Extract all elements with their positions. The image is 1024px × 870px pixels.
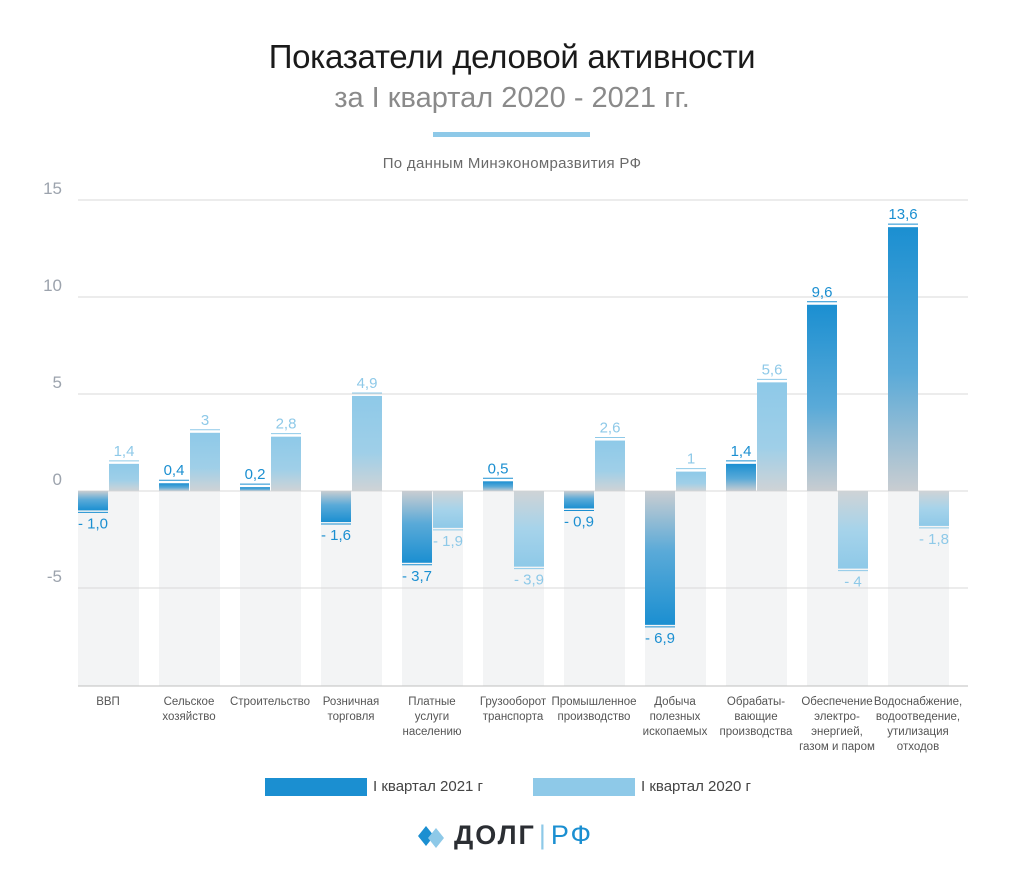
category-label: населению (402, 726, 461, 738)
bar-2020 (757, 382, 787, 491)
data-label-2021: - 3,7 (402, 568, 432, 585)
category-label: Розничная (323, 696, 379, 708)
logo-wordmark: ДОЛГ | РФ (454, 820, 594, 850)
bar-2021 (240, 487, 270, 491)
y-tick-label: 0 (53, 470, 62, 489)
category-label: Сельское (164, 696, 215, 708)
data-label-2021: 13,6 (888, 206, 917, 223)
legend-label-2020: I квартал 2020 г (641, 778, 752, 795)
category-label: ВВП (96, 696, 120, 708)
legend-swatch-2021 (265, 778, 367, 796)
bar-2020 (838, 491, 868, 569)
category-label: Строительство (230, 696, 310, 708)
data-label-2021: - 1,6 (321, 527, 351, 544)
data-label-2020: - 4 (844, 574, 862, 591)
data-label-2020: 2,8 (276, 416, 297, 433)
category-label: Грузооборот (480, 696, 547, 708)
data-label-2020: 5,6 (762, 361, 783, 378)
bar-2021 (564, 491, 594, 509)
category-label: Добыча (654, 696, 696, 708)
bar-2020 (433, 491, 463, 528)
bar-2020 (352, 395, 382, 491)
y-tick-label: -5 (47, 567, 62, 586)
chart-title: Показатели деловой активности (268, 38, 756, 75)
bar-2020 (271, 436, 301, 491)
category-label: полезных (650, 711, 701, 723)
data-label-2020: - 1,8 (919, 531, 949, 548)
bar-2021 (483, 481, 513, 491)
category-label: газом и паром (799, 741, 875, 753)
data-label-2021: - 1,0 (78, 515, 108, 532)
chart-subtitle: за I квартал 2020 - 2021 гг. (334, 82, 690, 114)
data-label-2020: 3 (201, 412, 209, 429)
data-label-2020: 2,6 (600, 420, 621, 437)
y-tick-label: 10 (43, 276, 62, 295)
category-label: торговля (327, 711, 374, 723)
data-source-note: По данным Минэкономразвития РФ (382, 155, 642, 172)
category-label: водоотведение, (876, 711, 960, 723)
bar-2021 (402, 491, 432, 563)
bar-2020 (595, 440, 625, 491)
category-label: производство (558, 711, 631, 723)
bar-2020 (109, 463, 139, 491)
category-label: транспорта (483, 711, 544, 723)
title-accent-line (433, 132, 590, 137)
y-tick-label: 15 (43, 179, 62, 198)
data-label-2021: - 6,9 (645, 630, 675, 647)
category-label: Обеспечение (801, 696, 872, 708)
bar-2021 (726, 463, 756, 491)
legend-swatch-2020 (533, 778, 635, 796)
data-label-2020: 1,4 (114, 443, 135, 460)
category-label: ископаемых (643, 726, 708, 738)
category-label: Водоснабжение, (874, 696, 962, 708)
category-label: хозяйство (162, 711, 215, 723)
y-tick-label: 5 (53, 373, 62, 392)
logo-diamond-icon (418, 826, 444, 848)
bar-2021 (321, 491, 351, 523)
category-label: отходов (897, 741, 939, 753)
bar-2021 (807, 304, 837, 491)
data-label-2021: 0,2 (245, 466, 266, 483)
legend-label-2021: I квартал 2021 г (373, 778, 484, 795)
bar-2021 (78, 491, 108, 511)
data-label-2020: - 1,9 (433, 533, 463, 550)
data-label-2021: 9,6 (812, 284, 833, 301)
data-label-2020: 1 (687, 451, 695, 468)
data-label-2021: 1,4 (731, 443, 752, 460)
category-label: энергией, (811, 726, 863, 738)
category-label: вающие (734, 711, 777, 723)
category-label: услуги (415, 711, 449, 723)
category-label: Платные (408, 696, 455, 708)
bar-2021 (645, 491, 675, 625)
bar-2020 (514, 491, 544, 567)
data-label-2021: 0,4 (164, 462, 185, 479)
data-label-2020: - 3,9 (514, 572, 544, 589)
bar-2021 (888, 227, 918, 491)
bar-2021 (159, 483, 189, 491)
bar-2020 (190, 432, 220, 491)
bar-2020 (676, 471, 706, 491)
bar-2020 (919, 491, 949, 526)
category-label: производства (720, 726, 794, 738)
category-label: утилизация (887, 726, 948, 738)
category-label: Обрабаты- (727, 696, 785, 708)
data-label-2021: - 0,9 (564, 513, 594, 530)
data-label-2020: 4,9 (357, 375, 378, 392)
category-label: Промышленное (551, 696, 636, 708)
category-label: электро- (814, 711, 860, 723)
data-label-2021: 0,5 (488, 460, 509, 477)
